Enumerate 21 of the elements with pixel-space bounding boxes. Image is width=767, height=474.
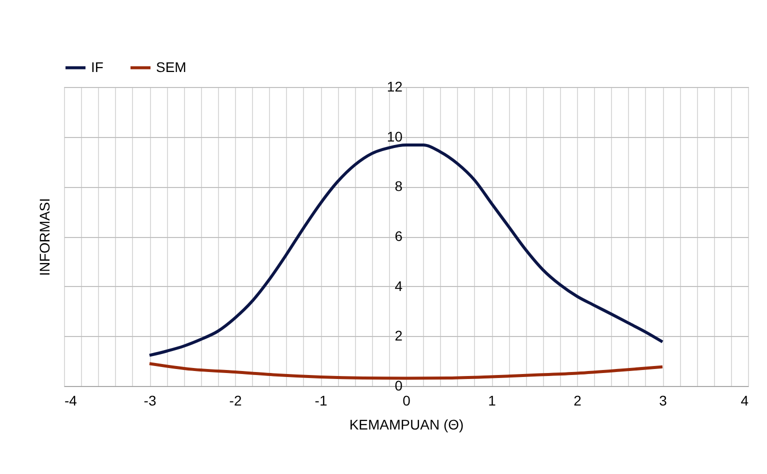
x-tick-label: -2 [229, 392, 242, 408]
x-tick-label: -1 [314, 392, 328, 408]
legend-label: IF [91, 58, 104, 75]
legend-label: SEM [156, 58, 186, 75]
x-tick-label: -3 [144, 392, 156, 408]
x-tick-label: 4 [740, 392, 749, 408]
x-axis-title: KEMAMPUAN (Θ) [349, 416, 464, 432]
x-tick-label: 2 [574, 392, 582, 408]
x-tick-label: 3 [659, 392, 668, 408]
x-tick-label: 1 [488, 392, 496, 408]
y-tick-label: 12 [386, 78, 403, 94]
y-tick-label: 0 [394, 378, 403, 394]
y-axis-title: INFORMASI [36, 198, 52, 276]
y-tick-label: 8 [394, 178, 403, 194]
y-tick-label: 2 [394, 328, 403, 344]
y-tick-label: 10 [386, 128, 403, 144]
line-series [148, 362, 664, 380]
y-tick-label: 4 [394, 278, 403, 294]
line-series [148, 144, 664, 357]
x-tick-label: -4 [64, 392, 78, 408]
y-tick-label: 6 [394, 228, 403, 244]
